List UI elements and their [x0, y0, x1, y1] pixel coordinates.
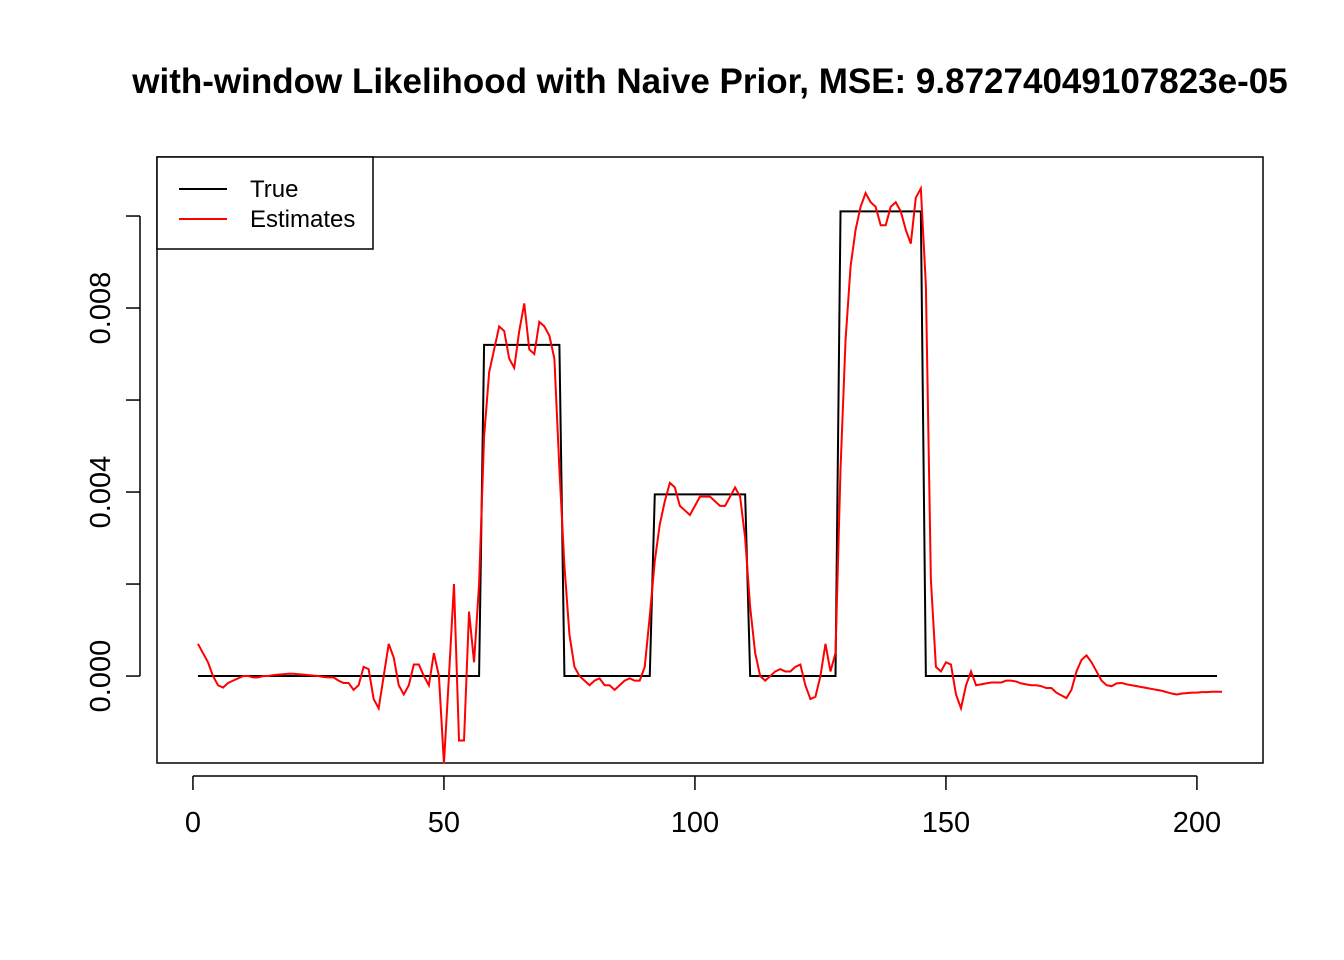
x-tick-label: 200: [1173, 807, 1221, 839]
x-tick-label: 100: [671, 807, 719, 839]
plot-box: [156, 156, 1264, 764]
x-tick-label: 150: [922, 807, 970, 839]
x-tick-label: 0: [185, 807, 201, 839]
legend-label: True: [250, 176, 298, 203]
legend-box: [156, 156, 374, 250]
x-tick-label: 50: [428, 807, 460, 839]
series-line: [197, 210, 1218, 678]
legend-label: Estimates: [250, 206, 355, 233]
y-tick-label: 0.000: [85, 640, 117, 713]
series-line: [197, 184, 1223, 764]
chart-title: with-window Likelihood with Naive Prior,…: [131, 62, 1287, 101]
y-tick-label: 0.008: [85, 272, 117, 345]
y-tick-label: 0.004: [85, 456, 117, 529]
